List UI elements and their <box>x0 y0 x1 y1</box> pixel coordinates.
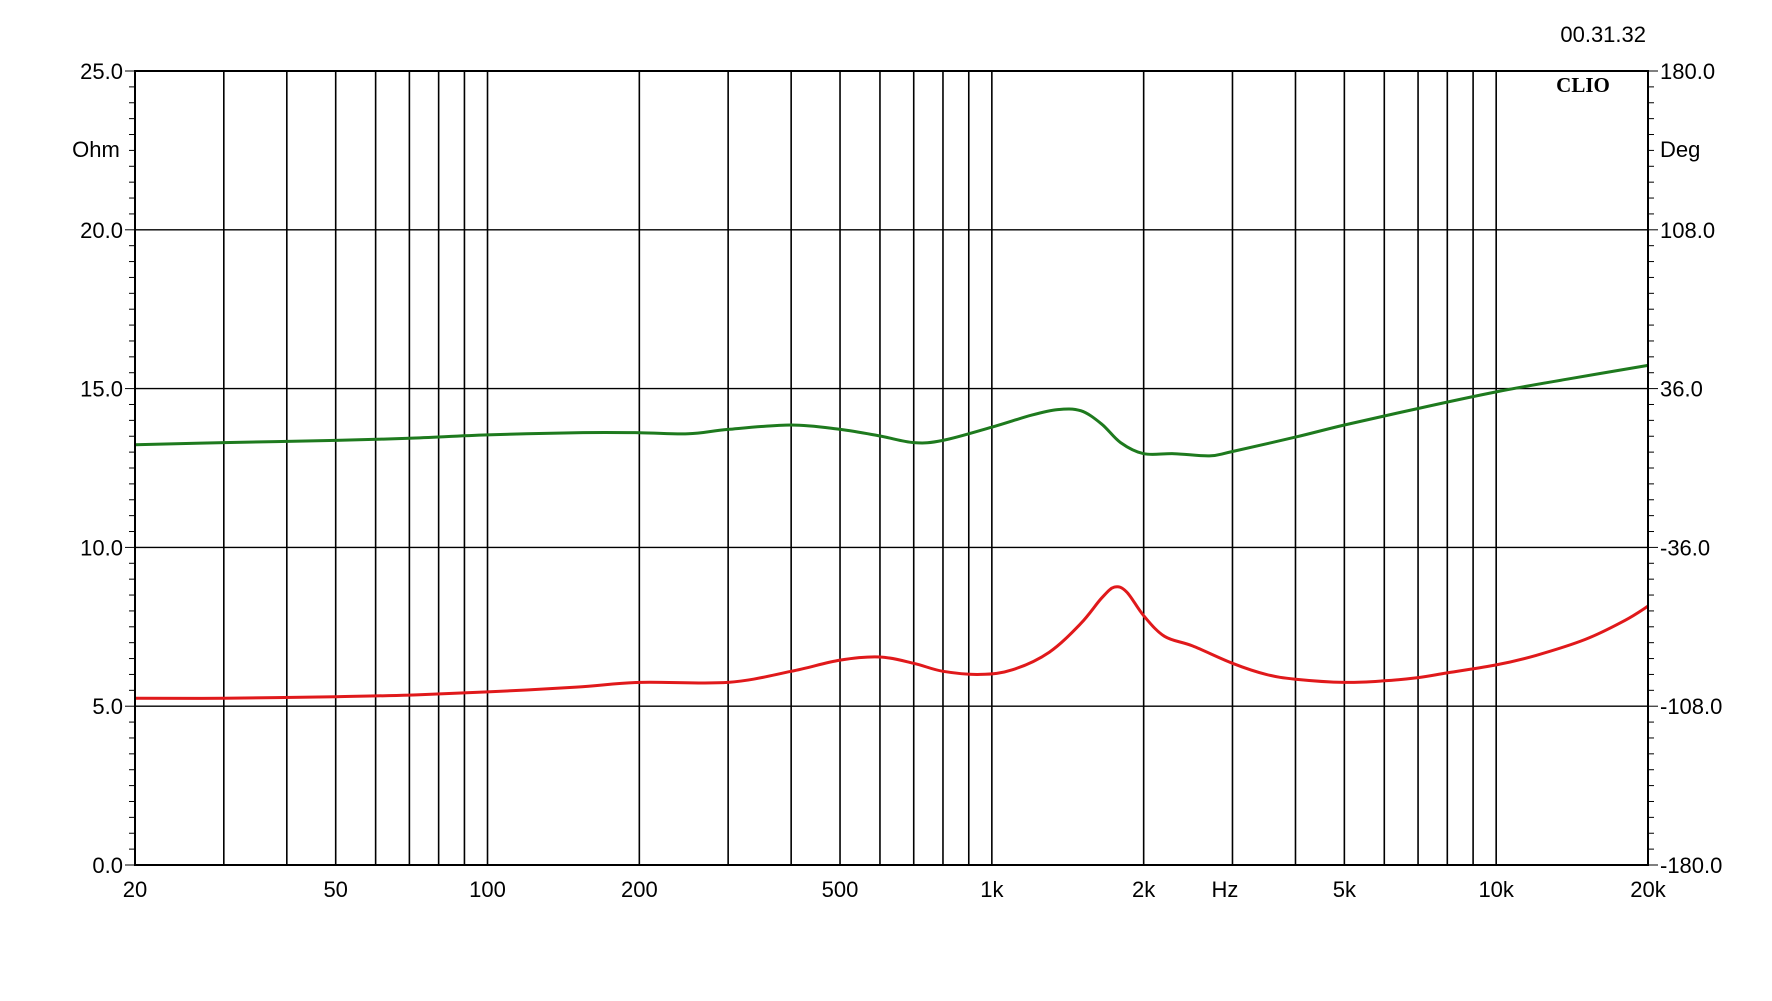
plot-frame <box>134 70 1649 866</box>
axis-ticks <box>125 70 1658 866</box>
right-axis-unit-label: Deg <box>1660 137 1700 162</box>
left-axis-tick-label: 15.0 <box>80 377 123 402</box>
x-axis-tick-label: 100 <box>469 877 506 902</box>
x-axis-unit-label: Hz <box>1212 877 1239 902</box>
x-axis-tick-label: 5k <box>1333 877 1357 902</box>
left-axis-unit-label: Ohm <box>72 137 120 162</box>
x-axis-tick-label: 2k <box>1132 877 1156 902</box>
timestamp-label: 00.31.32 <box>1560 22 1646 47</box>
right-axis-tick-label: -36.0 <box>1660 535 1710 560</box>
right-axis-tick-label: -108.0 <box>1660 694 1722 719</box>
left-axis-tick-label: 10.0 <box>80 535 123 560</box>
chart-series-layer <box>134 363 1649 700</box>
right-axis-tick-label: -180.0 <box>1660 853 1722 878</box>
left-axis-tick-label: 5.0 <box>92 694 123 719</box>
clio-logo: CLIO <box>1556 73 1610 97</box>
x-axis-tick-label: 10k <box>1478 877 1514 902</box>
impedance-curve <box>134 585 1649 700</box>
right-axis-tick-label: 36.0 <box>1660 377 1703 402</box>
x-axis-tick-label: 50 <box>323 877 347 902</box>
left-axis-tick-label: 0.0 <box>92 853 123 878</box>
axis-labels: 0.0 5.0 10.0 15.0 20.0 25.0 -180.0 -108.0 -36.0 3… <box>80 59 1722 902</box>
phase-curve <box>134 363 1649 458</box>
x-axis-tick-label: 20 <box>123 877 147 902</box>
x-axis-tick-label: 20k <box>1630 877 1666 902</box>
right-axis-tick-label: 180.0 <box>1660 59 1715 84</box>
left-axis-tick-label: 20.0 <box>80 218 123 243</box>
left-axis-tick-label: 25.0 <box>80 59 123 84</box>
x-axis-tick-label: 1k <box>980 877 1004 902</box>
x-axis-tick-label: 200 <box>621 877 658 902</box>
right-axis-tick-label: 108.0 <box>1660 218 1715 243</box>
chart-gridlines <box>135 70 1648 866</box>
x-axis-tick-label: 500 <box>822 877 859 902</box>
